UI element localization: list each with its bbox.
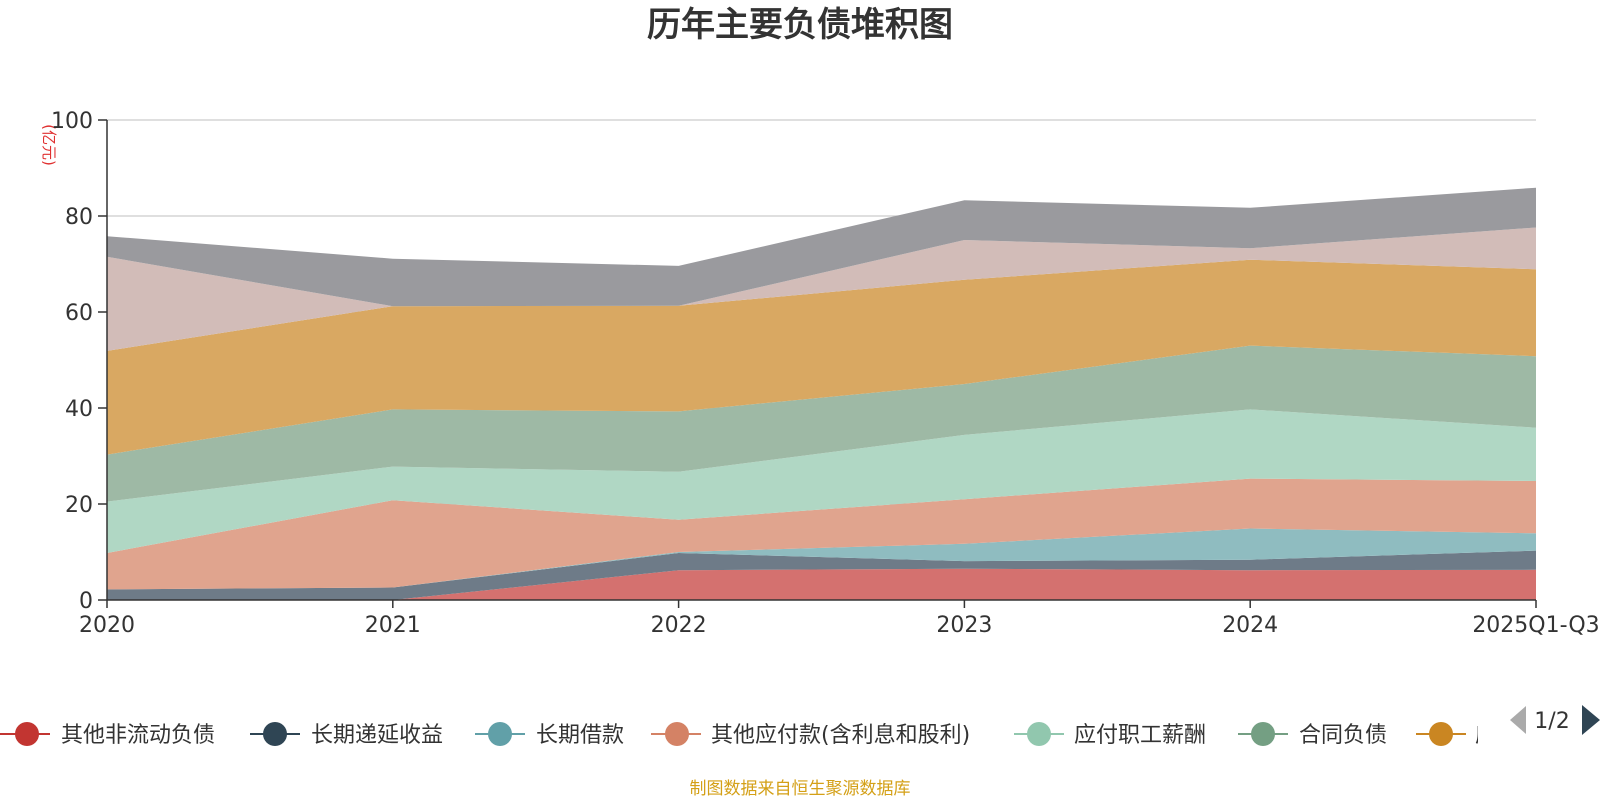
y-tick-label: 100 <box>51 109 93 134</box>
legend-next-page-icon[interactable] <box>1582 705 1600 735</box>
area-series-7 <box>107 227 1536 351</box>
legend-label: 其他非流动负债 <box>61 723 215 748</box>
y-tick-labels: 0 20 40 60 80 100 <box>51 109 107 614</box>
legend-item[interactable]: 应 <box>1416 722 1497 748</box>
legend-item[interactable]: 应付职工薪酬 <box>1014 722 1206 748</box>
y-tick-label: 80 <box>65 205 93 230</box>
legend-marker-icon <box>1027 722 1051 746</box>
legend-items: 其他非流动负债 长期递延收益 长期借款 其他应付款(含利息和股利) 应付职工薪酬 合同负债… <box>0 722 1497 748</box>
area-series-0 <box>107 568 1536 600</box>
legend-item[interactable]: 合同负债 <box>1238 722 1387 748</box>
legend-marker-icon <box>263 722 287 746</box>
x-tick-label: 2025Q1-Q3 <box>1472 613 1599 638</box>
legend-label: 应付职工薪酬 <box>1074 723 1206 748</box>
legend-item[interactable]: 长期借款 <box>475 722 624 748</box>
legend-label: 其他应付款(含利息和股利) <box>711 723 970 748</box>
legend-item[interactable]: 其他非流动负债 <box>0 722 215 748</box>
legend-marker-icon <box>15 722 39 746</box>
y-tick-label: 20 <box>65 493 93 518</box>
area-series-6 <box>107 259 1536 455</box>
area-series-8 <box>107 187 1536 307</box>
stacked-areas <box>107 187 1536 600</box>
area-series-1 <box>107 550 1536 600</box>
x-tick-labels: 2020 2021 2022 2023 2024 2025Q1-Q3 <box>79 600 1600 638</box>
legend-prev-page-icon[interactable] <box>1510 706 1526 734</box>
legend-label: 合同负债 <box>1299 723 1387 748</box>
axes <box>106 120 1536 601</box>
y-tick-label: 40 <box>65 397 93 422</box>
area-series-4 <box>107 409 1536 553</box>
chart-title: 历年主要负债堆积图 <box>647 5 953 45</box>
area-series-2 <box>107 528 1536 590</box>
legend-pager: 1/2 <box>1510 705 1600 735</box>
legend-label: 长期递延收益 <box>311 723 443 748</box>
area-series-3 <box>107 478 1536 590</box>
source-note: 制图数据来自恒生聚源数据库 <box>690 779 911 799</box>
legend-label: 应 <box>1475 723 1497 748</box>
legend-marker-icon <box>665 722 689 746</box>
x-tick-label: 2022 <box>651 613 707 638</box>
legend-page-indicator: 1/2 <box>1534 709 1569 734</box>
x-tick-label: 2020 <box>79 613 135 638</box>
x-tick-label: 2021 <box>365 613 421 638</box>
y-axis-unit: (亿元) <box>40 124 58 166</box>
legend-marker-icon <box>1251 722 1275 746</box>
legend-label: 长期借款 <box>536 723 624 748</box>
legend-marker-icon <box>1429 722 1453 746</box>
legend: 其他非流动负债 长期递延收益 长期借款 其他应付款(含利息和股利) 应付职工薪酬 合同负债… <box>0 722 1497 748</box>
legend-item[interactable]: 其他应付款(含利息和股利) <box>651 722 970 748</box>
legend-marker-icon <box>488 722 512 746</box>
y-tick-label: 60 <box>65 301 93 326</box>
x-tick-label: 2023 <box>936 613 992 638</box>
x-tick-label: 2024 <box>1222 613 1278 638</box>
area-series-5 <box>107 345 1536 502</box>
legend-item[interactable]: 长期递延收益 <box>250 722 443 748</box>
y-tick-label: 0 <box>79 589 93 614</box>
